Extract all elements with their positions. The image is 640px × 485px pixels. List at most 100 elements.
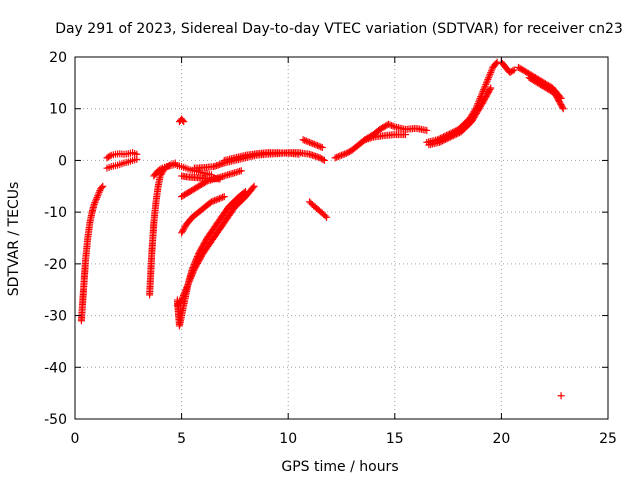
series-arc-14 [220, 149, 303, 164]
y-tick-label: 0 [58, 153, 67, 169]
data-point [179, 226, 187, 234]
data-point [331, 154, 339, 162]
data-point [323, 213, 331, 221]
y-tick-label: 20 [49, 50, 67, 66]
data-point [185, 279, 193, 287]
data-point [306, 138, 314, 146]
data-point [388, 122, 396, 130]
data-point [180, 291, 188, 299]
y-tick-label: -40 [44, 360, 67, 376]
data-point [188, 271, 196, 279]
data-point [307, 139, 315, 147]
data-point [181, 287, 189, 295]
data-point [436, 138, 444, 146]
series-arc-1 [77, 182, 107, 325]
data-point [401, 131, 409, 139]
data-point [187, 274, 195, 282]
data-point [454, 129, 462, 137]
y-tick-label: -30 [44, 309, 67, 325]
y-tick-label: 10 [49, 102, 67, 118]
data-point [219, 193, 227, 201]
data-point [484, 75, 492, 83]
series-arc-17 [331, 120, 431, 162]
data-point [483, 77, 491, 85]
data-point [178, 229, 186, 237]
data-point [492, 59, 500, 67]
series-arc-15 [299, 136, 326, 151]
data-point [91, 199, 99, 207]
data-point [386, 121, 394, 129]
series-arc-20 [425, 84, 495, 149]
data-point [95, 188, 103, 196]
x-tick-label: 15 [386, 431, 404, 447]
data-point [440, 136, 448, 144]
data-point [557, 392, 565, 400]
data-point [448, 132, 456, 140]
data-point [212, 196, 220, 204]
y-tick-label: -10 [44, 205, 67, 221]
data-point [133, 155, 141, 163]
data-point [106, 152, 114, 160]
data-point [310, 140, 318, 148]
data-point [182, 285, 190, 293]
data-point [445, 134, 453, 142]
data-point [336, 152, 344, 160]
data-point [99, 182, 107, 190]
data-point [209, 197, 217, 205]
tick-layer: 0 5 10 15 20 25 -50 -40 -30 -20 -10 0 10 20 [44, 50, 617, 447]
data-point [320, 156, 328, 164]
data-point [480, 86, 488, 94]
data-point [178, 295, 186, 303]
series-arc-6 [173, 187, 250, 330]
data-point [342, 149, 350, 157]
data-point [189, 268, 197, 276]
series-arc-21 [497, 58, 518, 77]
data-point [299, 136, 307, 144]
data-point [249, 184, 257, 192]
x-axis-label: GPS time / hours [281, 459, 398, 475]
data-point [339, 151, 347, 159]
data-point [317, 143, 325, 151]
data-point [487, 69, 495, 77]
data-point [190, 267, 198, 275]
data-point [314, 142, 322, 150]
data-layer [77, 58, 567, 400]
data-point [334, 153, 342, 161]
data-point [446, 133, 454, 141]
data-point [94, 192, 102, 200]
data-point [157, 165, 165, 173]
data-point [487, 84, 495, 92]
data-point [180, 290, 188, 298]
x-tick-label: 10 [279, 431, 297, 447]
data-point [312, 141, 320, 149]
series-arc-23 [525, 74, 567, 113]
data-point [93, 193, 101, 201]
data-point [558, 103, 566, 111]
data-point [315, 142, 323, 150]
data-point [319, 156, 327, 164]
data-point [295, 150, 303, 158]
y-axis-label: SDTVAR / TECUs [6, 182, 22, 297]
data-point [178, 296, 186, 304]
data-point [187, 273, 195, 281]
series-arc-16 [306, 198, 331, 221]
series-arc-11 [178, 167, 245, 201]
data-point [181, 288, 189, 296]
data-point [480, 84, 488, 92]
data-point [92, 195, 100, 203]
x-tick-label: 25 [599, 431, 617, 447]
series-arc-18 [361, 131, 409, 144]
data-point [482, 81, 490, 89]
data-point [389, 122, 397, 130]
data-point [302, 137, 310, 145]
data-point [98, 184, 106, 192]
data-point [185, 277, 193, 285]
data-point [509, 67, 517, 75]
data-point [215, 195, 223, 203]
data-point [301, 136, 309, 144]
data-point [202, 178, 210, 186]
y-tick-label: -50 [44, 412, 67, 428]
data-point [304, 138, 312, 146]
